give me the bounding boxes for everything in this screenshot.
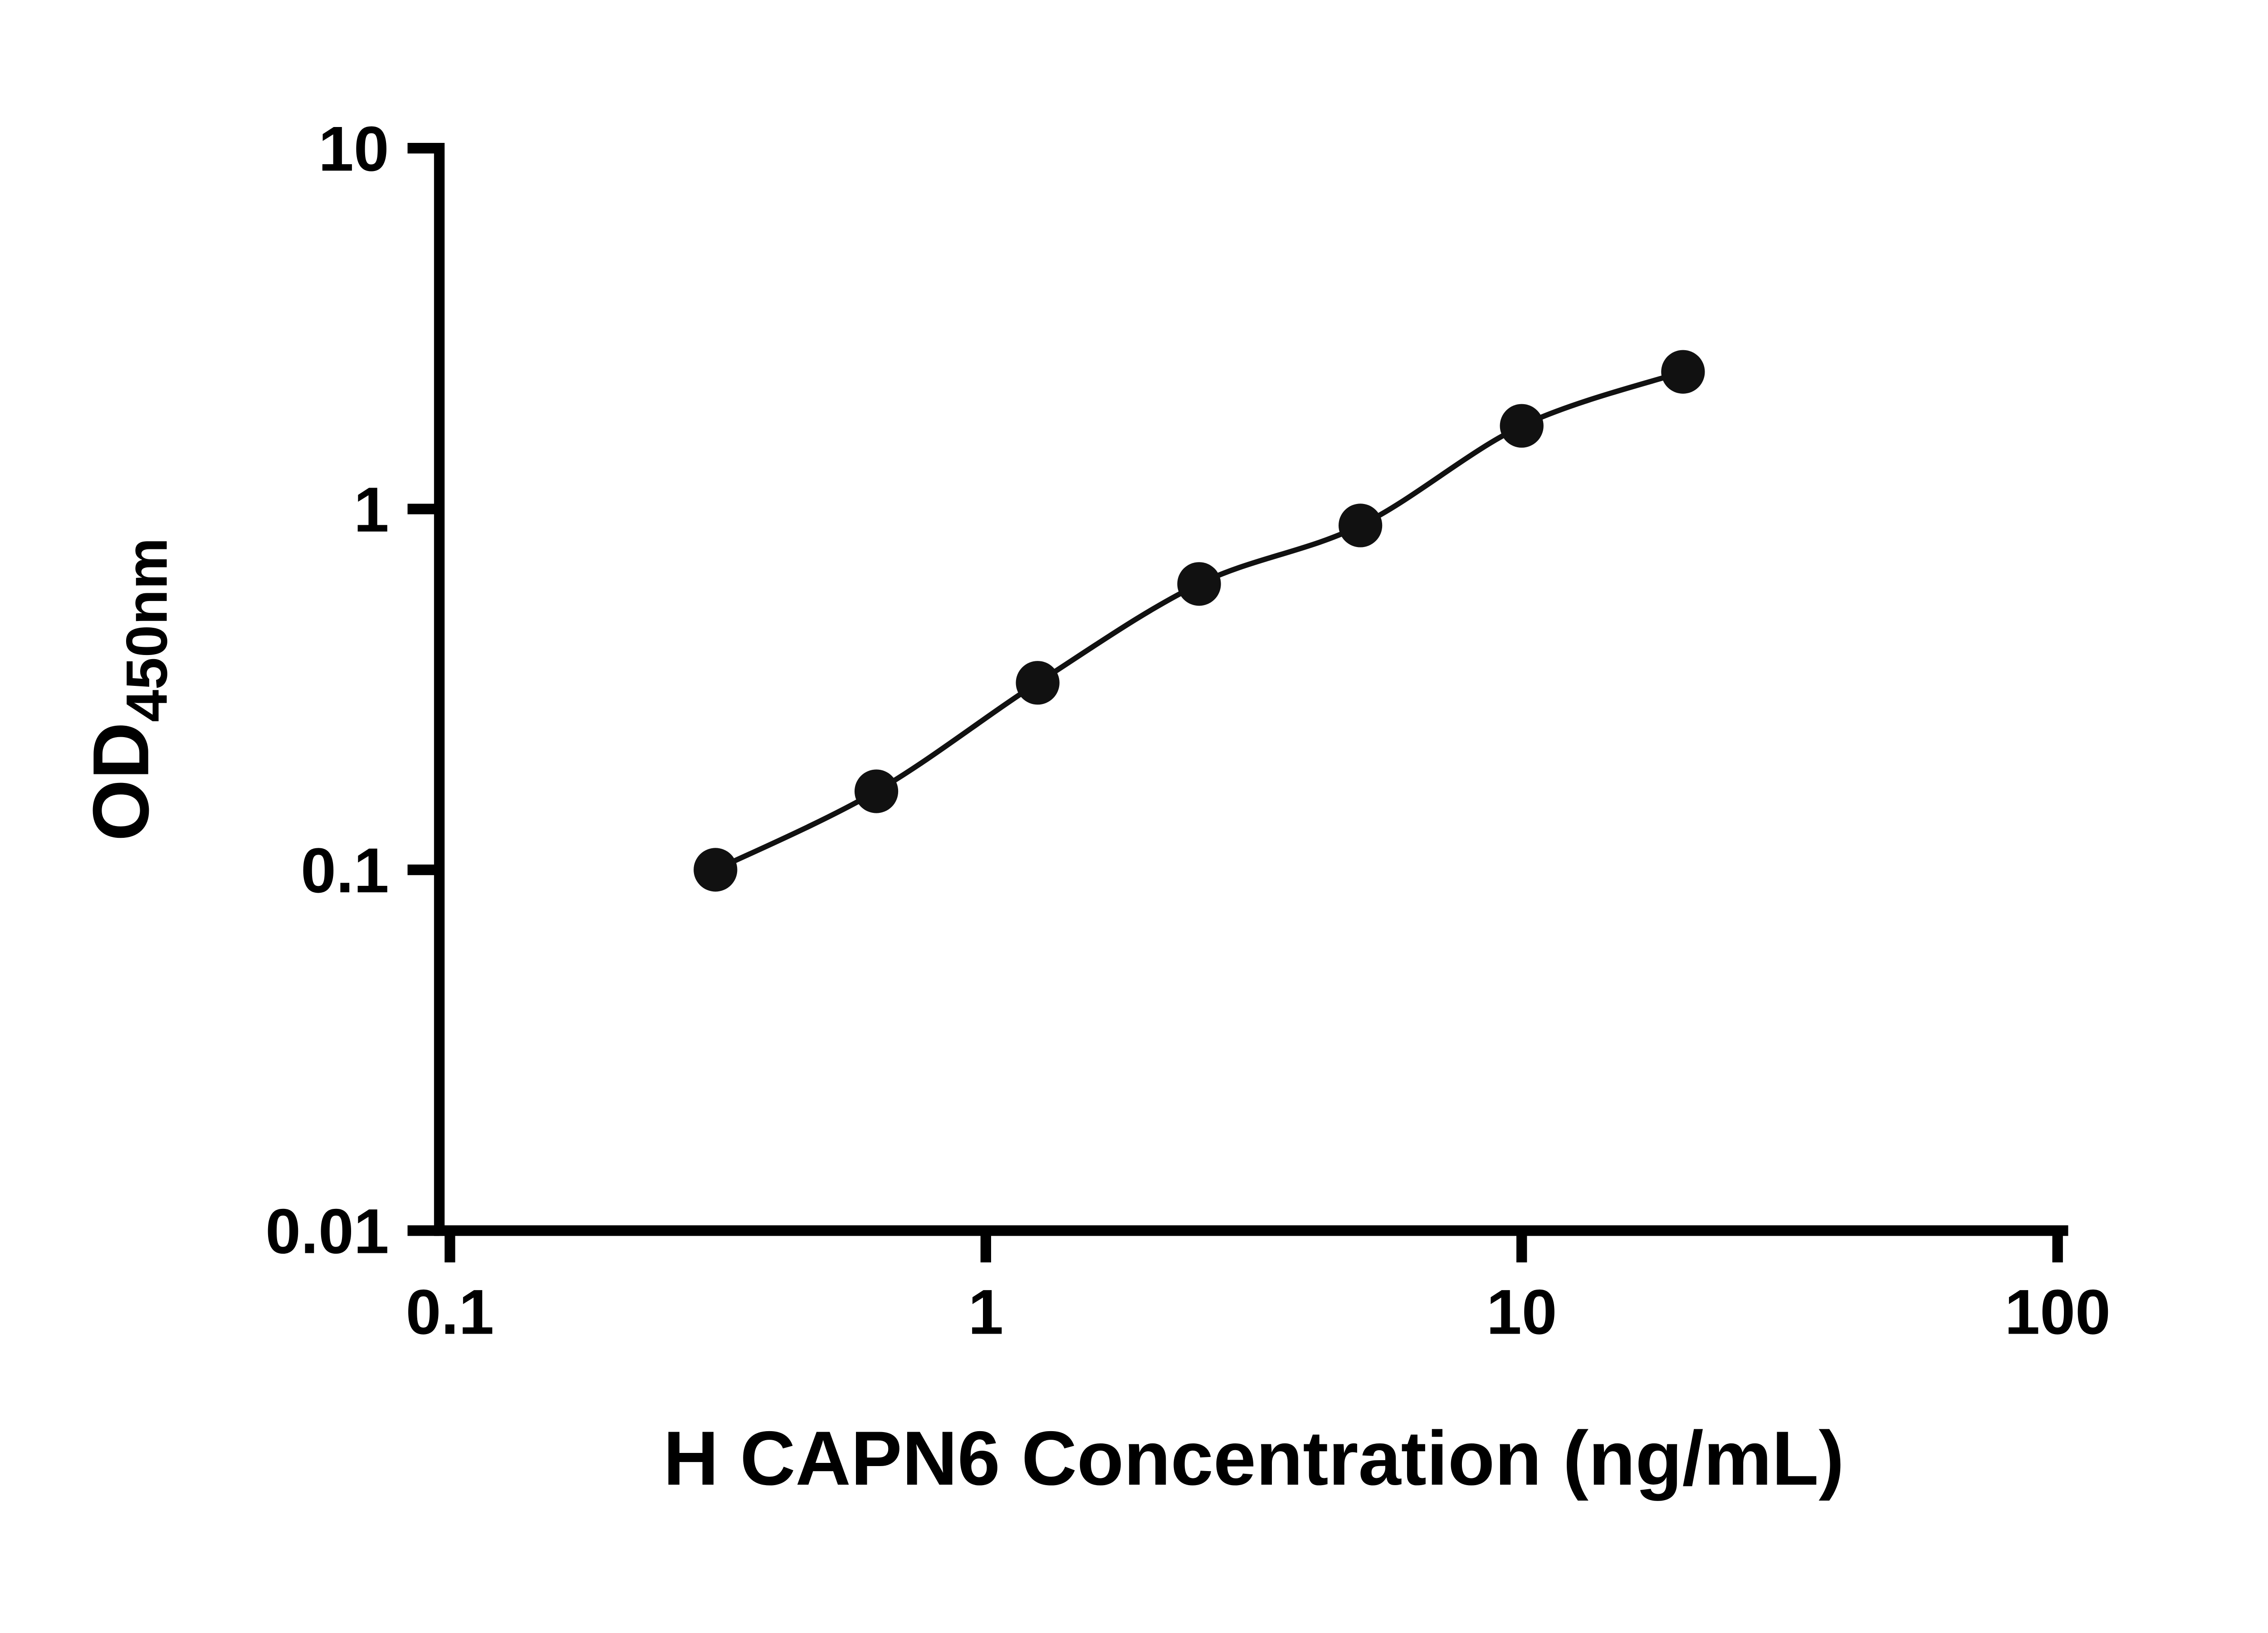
data-point-marker [694, 848, 738, 892]
x-tick-label: 100 [2004, 1276, 2111, 1347]
x-tick-label: 1 [968, 1276, 1003, 1347]
data-point-marker [1016, 661, 1060, 705]
data-point-marker [1661, 350, 1705, 394]
chart-background [0, 0, 2268, 1588]
y-tick-label: 0.01 [265, 1196, 389, 1267]
x-tick-label: 0.1 [406, 1276, 494, 1347]
data-point-marker [1500, 404, 1544, 448]
data-point-marker [1338, 504, 1383, 548]
data-point-marker [854, 769, 899, 813]
x-tick-label: 10 [1486, 1276, 1557, 1347]
y-tick-label: 1 [354, 474, 389, 545]
y-axis-title: OD450nm [77, 538, 180, 841]
y-tick-label: 10 [318, 113, 389, 184]
data-point-marker [1177, 562, 1221, 606]
elisa-standard-curve-figure: 0.1 1 10 100 0.01 0.1 1 10 H CAPN6 Concentration… [0, 0, 2268, 1588]
x-axis-title: H CAPN6 Concentration (ng/mL) [663, 1415, 1844, 1501]
y-tick-label: 0.1 [301, 835, 389, 906]
